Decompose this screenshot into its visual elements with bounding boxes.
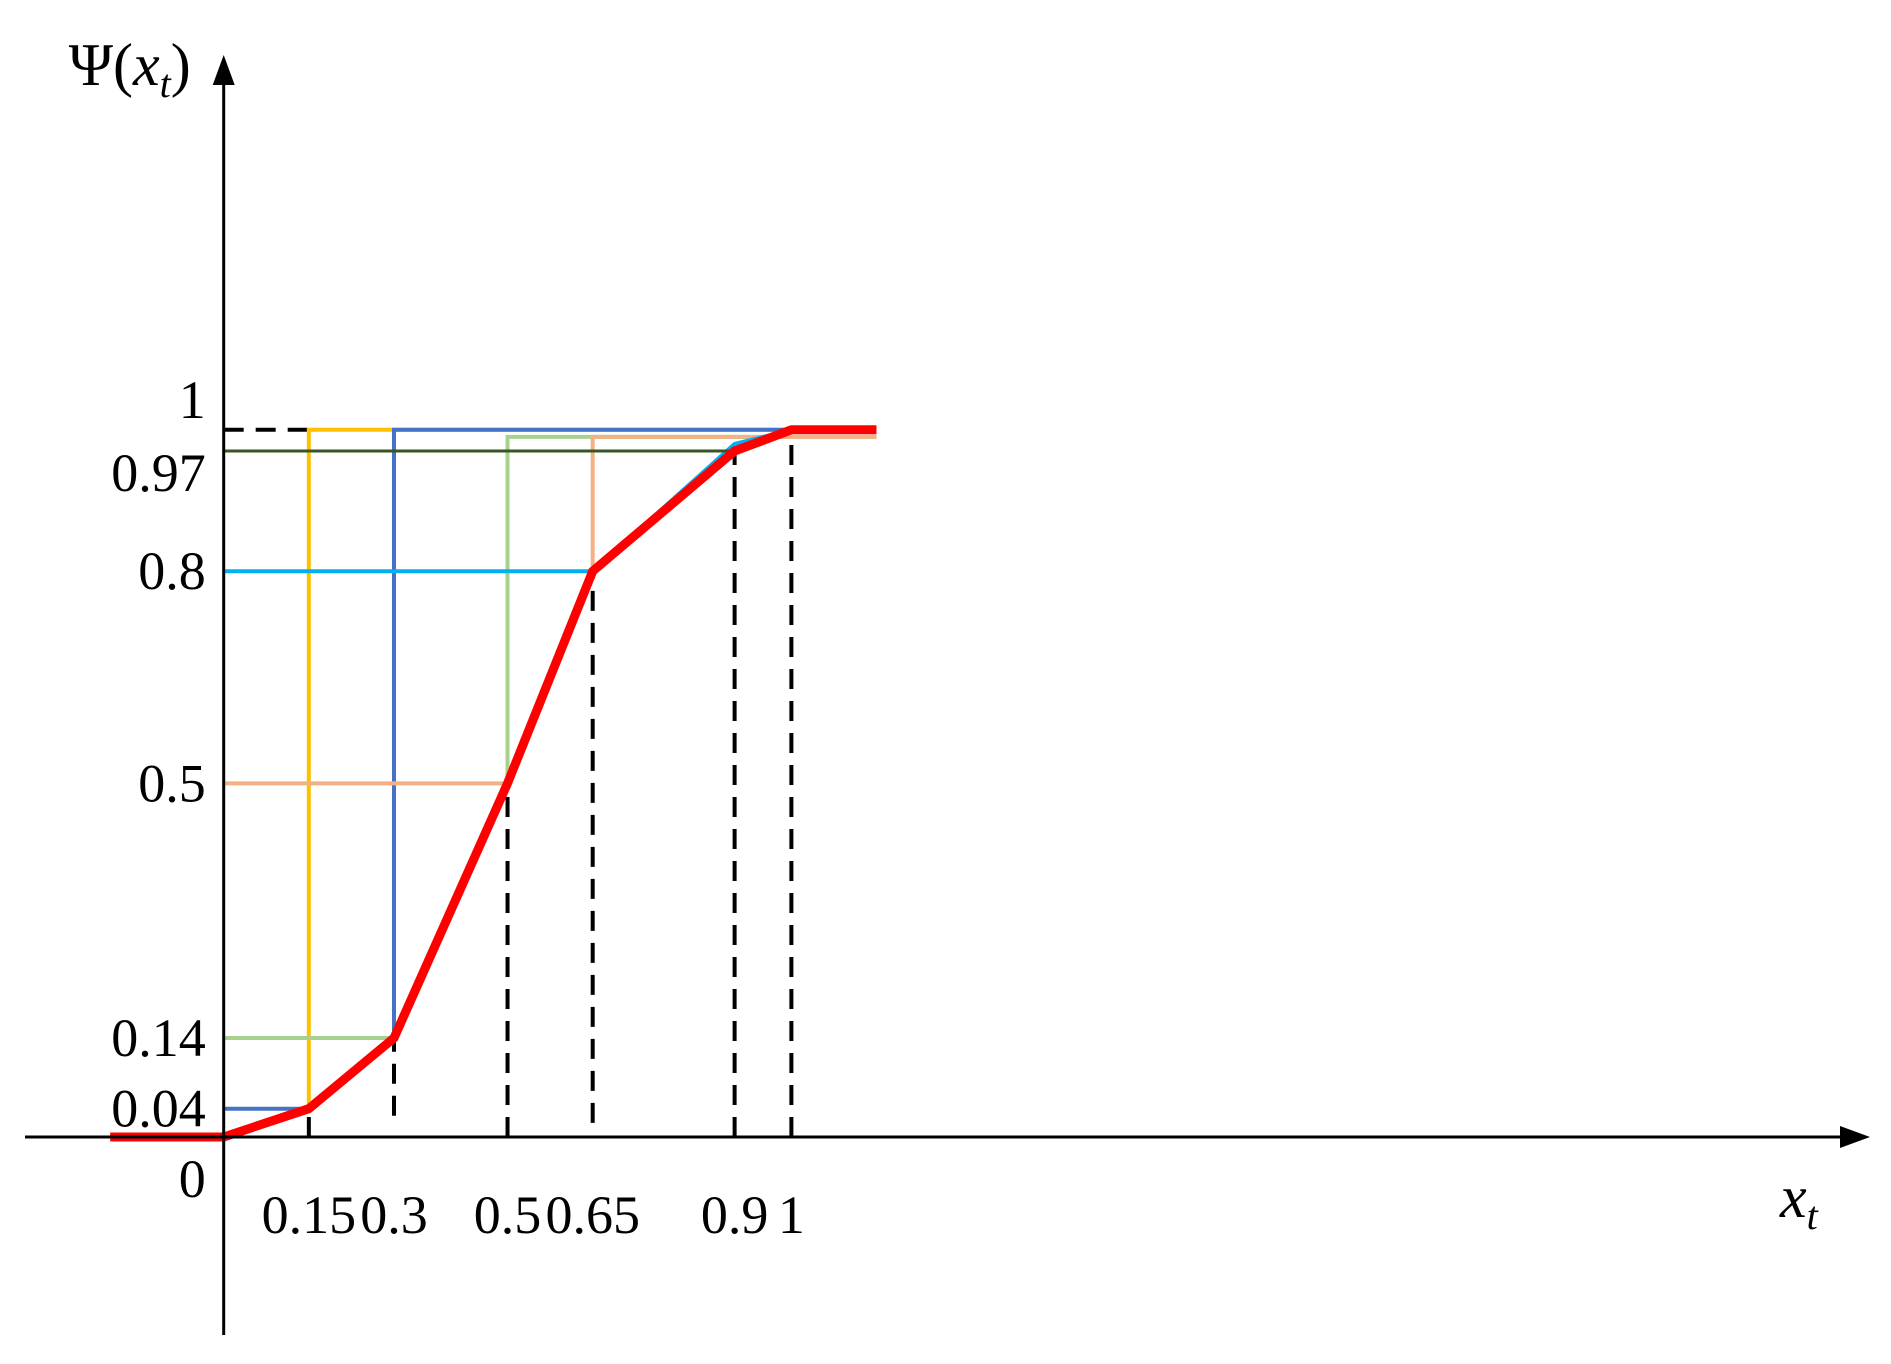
x-tick-label-4: 0.9 [701, 1185, 769, 1245]
y-axis-title-sub: t [160, 61, 172, 106]
y-axis-title-prefix: Ψ( [69, 32, 133, 98]
y-tick-label-5: 0.97 [111, 443, 206, 503]
axes [25, 55, 1870, 1335]
series-line-1 [223, 427, 877, 1111]
x-tick-label-0: 0.15 [262, 1185, 357, 1245]
x-tick-label-2: 0.5 [474, 1185, 542, 1245]
y-axis-title-var: x [132, 32, 160, 98]
y-axis-title-suffix: ) [171, 32, 191, 98]
y-axis-arrow [212, 55, 235, 85]
x-axis-title: xt [1779, 1164, 1819, 1238]
y-tick-label-4: 0.8 [138, 541, 206, 601]
series-line-3 [223, 434, 877, 786]
x-axis-arrow [1840, 1125, 1870, 1148]
y-axis-title: Ψ(xt) [69, 32, 191, 106]
series-line-2 [223, 434, 877, 1040]
tick-labels: 0.15 0.3 0.5 0.65 0.9 100.040.140.50.80.971 [111, 370, 805, 1245]
x-axis-title-prefix: x [1779, 1164, 1807, 1230]
x-tick-label-3: 0.65 [545, 1185, 640, 1245]
x-tick-label-5: 1 [778, 1185, 805, 1245]
y-tick-label-1: 0.04 [111, 1079, 206, 1139]
y-tick-label-0: 0 [179, 1149, 206, 1209]
y-tick-label-6: 1 [179, 370, 206, 430]
series-line-6 [110, 425, 877, 1142]
y-tick-label-2: 0.14 [111, 1008, 206, 1068]
guide-lines [223, 427, 794, 1137]
y-tick-label-3: 0.5 [138, 753, 206, 813]
x-tick-label-1: 0.3 [360, 1185, 428, 1245]
x-axis-title-sub: t [1807, 1193, 1819, 1238]
